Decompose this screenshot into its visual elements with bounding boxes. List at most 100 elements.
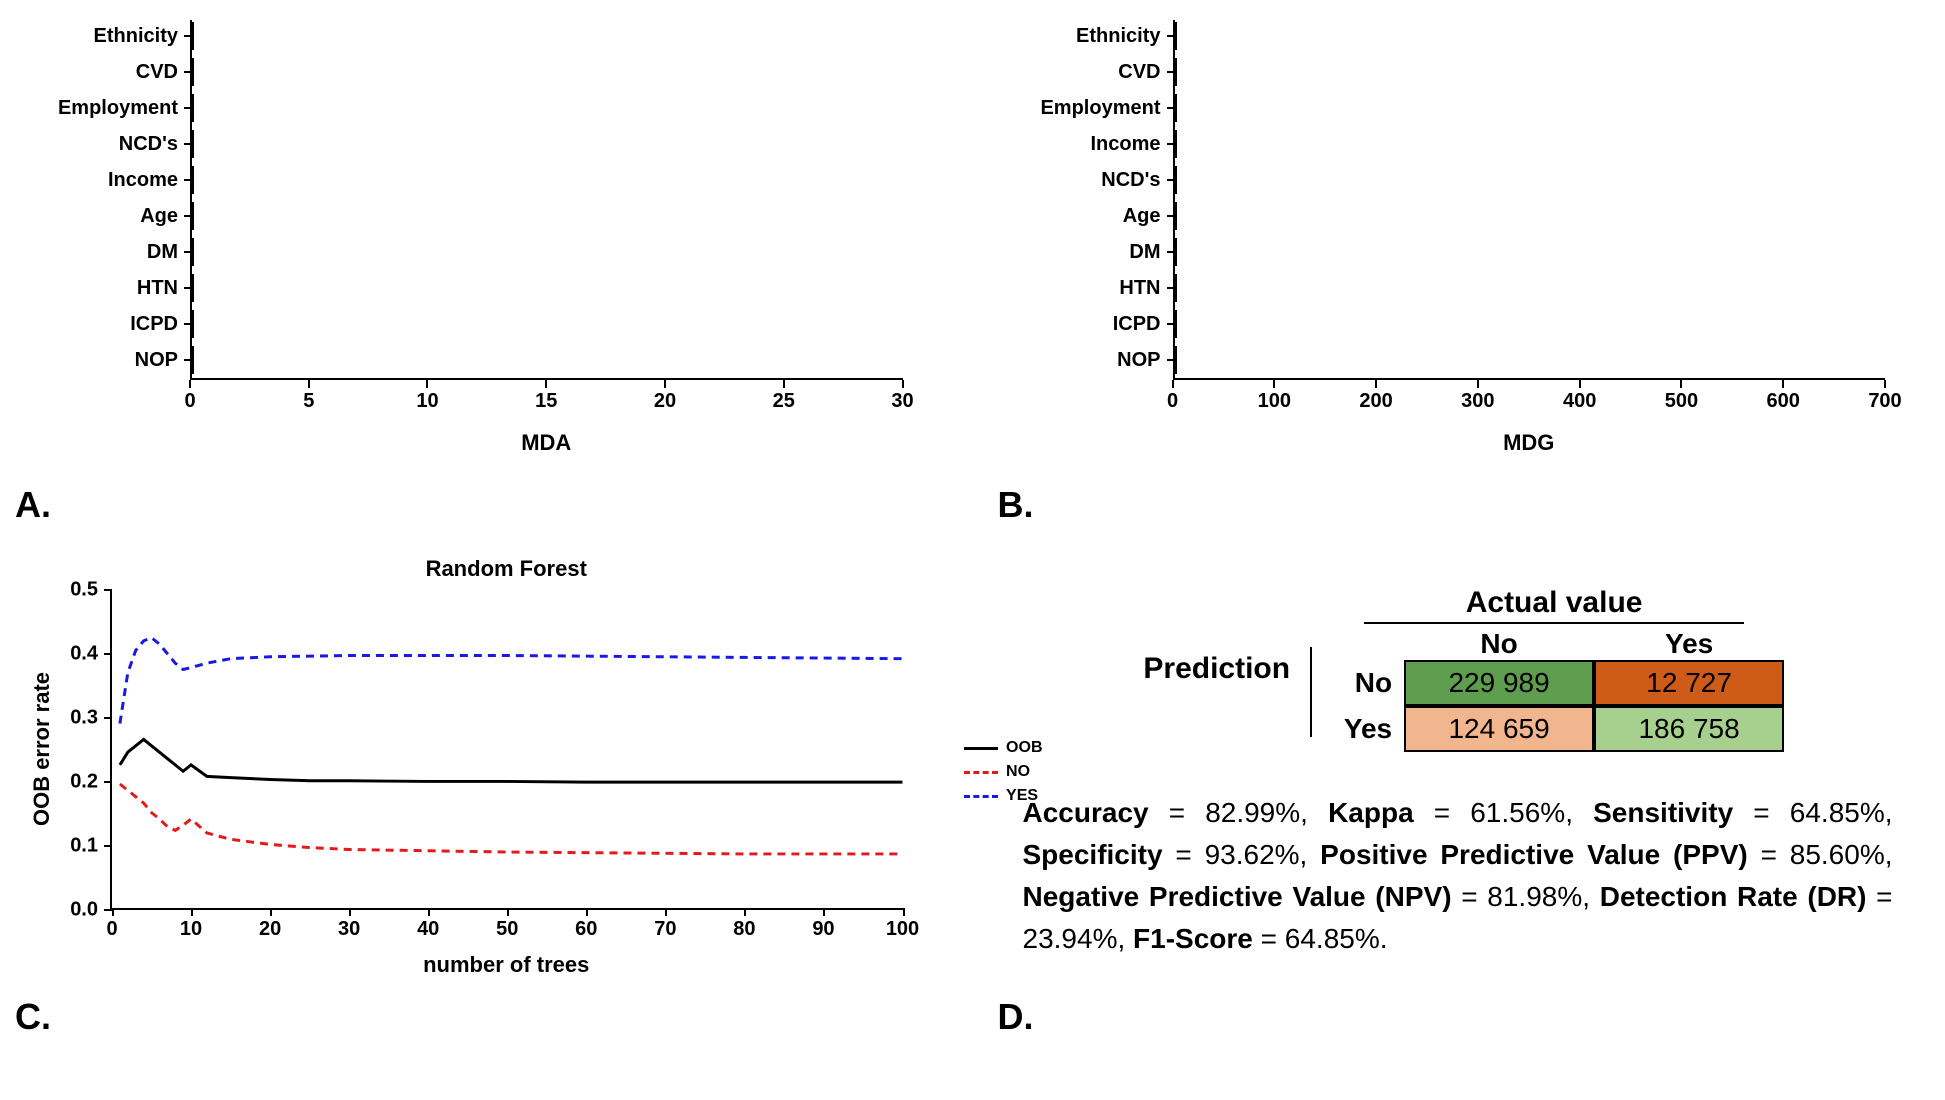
x-tick-label: 50 <box>496 908 518 941</box>
series-no <box>120 784 903 854</box>
x-tick-label: 40 <box>417 908 439 941</box>
bar <box>192 310 194 338</box>
bar-row: ICPD <box>1175 310 1177 338</box>
y-label: NCD's <box>119 133 192 156</box>
y-label: Income <box>108 169 192 192</box>
bar-row: Employment <box>192 94 194 122</box>
x-tick <box>664 380 666 388</box>
x-tick <box>1172 380 1174 388</box>
bar <box>192 94 194 122</box>
bar-row: NCD's <box>1175 166 1177 194</box>
x-tick-label: 300 <box>1461 390 1494 413</box>
y-label: ICPD <box>1113 313 1175 336</box>
panel-letter-d: D. <box>998 996 1034 1038</box>
x-tick-label: 0 <box>106 908 117 941</box>
y-tick-label: 0.4 <box>70 643 112 666</box>
bar <box>1175 310 1177 338</box>
y-tick-label: 0.5 <box>70 579 112 602</box>
bars-area-a: EthnicityCVDEmploymentNCD'sIncomeAgeDMHT… <box>190 20 903 380</box>
cell-tn: 229 989 <box>1404 660 1594 706</box>
bar-row: Income <box>192 166 194 194</box>
cell-tp: 186 758 <box>1594 706 1784 752</box>
bar-row: DM <box>192 238 194 266</box>
y-label: NCD's <box>1101 169 1174 192</box>
x-tick-label: 200 <box>1359 390 1392 413</box>
bar <box>192 130 194 158</box>
x-tick-label: 15 <box>535 390 557 413</box>
actual-title: Actual value <box>1324 586 1784 620</box>
bar <box>1175 166 1177 194</box>
bar <box>192 274 194 302</box>
legend-swatch <box>964 747 998 750</box>
bar-row: Employment <box>1175 94 1177 122</box>
x-tick <box>426 380 428 388</box>
panel-letter-b: B. <box>998 484 1034 526</box>
bar <box>192 346 194 374</box>
x-tick <box>189 380 191 388</box>
prediction-label: Prediction <box>1143 652 1298 686</box>
bar-row: ICPD <box>192 310 194 338</box>
x-tick-label: 700 <box>1868 390 1901 413</box>
x-tick-label: 80 <box>733 908 755 941</box>
y-tick-label: 0.2 <box>70 771 112 794</box>
y-label: Ethnicity <box>94 25 192 48</box>
bar-row: CVD <box>1175 58 1177 86</box>
x-tick-label: 10 <box>180 908 202 941</box>
series-yes <box>120 638 903 724</box>
y-label: Ethnicity <box>1076 25 1174 48</box>
legend-swatch <box>964 771 998 774</box>
cm-row-yes: Yes 124 659 186 758 <box>1324 706 1784 752</box>
panel-letter-a: A. <box>15 484 51 526</box>
bar <box>1175 274 1177 302</box>
x-tick-label: 5 <box>303 390 314 413</box>
bar-row: HTN <box>1175 274 1177 302</box>
x-tick-label: 0 <box>1167 390 1178 413</box>
cm-right: Actual value No Yes No 229 989 12 727 Ye… <box>1324 586 1784 752</box>
cm-row-no: No 229 989 12 727 <box>1324 660 1784 706</box>
x-tick-label: 25 <box>773 390 795 413</box>
col-head-no: No <box>1404 628 1594 660</box>
bar-row: NOP <box>192 346 194 374</box>
linechart-plot: OOB error rate OOBNOYES 0.00.10.20.30.40… <box>110 590 903 910</box>
y-label: CVD <box>1118 61 1174 84</box>
y-label: Income <box>1090 133 1174 156</box>
x-tick-label: 500 <box>1665 390 1698 413</box>
bar <box>1175 22 1177 50</box>
linechart-wrap: Random Forest OOB error rate OOBNOYES 0.… <box>20 556 943 1028</box>
y-tick-label: 0.1 <box>70 835 112 858</box>
cm-table: No Yes No 229 989 12 727 Yes 124 659 186… <box>1324 628 1784 752</box>
bar <box>1175 58 1177 86</box>
y-label: Age <box>1123 205 1175 228</box>
bar <box>1175 130 1177 158</box>
xaxis-title-b: MDG <box>1173 430 1886 456</box>
x-tick-label: 100 <box>886 908 919 941</box>
hline <box>1364 622 1744 624</box>
panel-b: EthnicityCVDEmploymentIncomeNCD'sAgeDMHT… <box>1003 20 1926 516</box>
linechart-svg <box>112 590 903 908</box>
col-head-yes: Yes <box>1594 628 1784 660</box>
series-oob <box>120 739 903 782</box>
x-tick-label: 30 <box>891 390 913 413</box>
x-axis-label: number of trees <box>110 952 903 978</box>
cell-fp: 12 727 <box>1594 660 1784 706</box>
confusion-matrix: Prediction Actual value No Yes No 229 98… <box>1023 586 1906 752</box>
linechart-title: Random Forest <box>110 556 903 582</box>
x-tick-label: 70 <box>654 908 676 941</box>
bar <box>192 22 194 50</box>
x-tick-label: 400 <box>1563 390 1596 413</box>
x-tick <box>1273 380 1275 388</box>
bar <box>192 166 194 194</box>
x-tick <box>1579 380 1581 388</box>
bar <box>1175 94 1177 122</box>
x-tick <box>308 380 310 388</box>
panel-letter-c: C. <box>15 996 51 1038</box>
row-head-yes: Yes <box>1324 713 1404 745</box>
y-label: Employment <box>58 97 192 120</box>
y-label: NOP <box>1117 349 1174 372</box>
bar-row: Ethnicity <box>192 22 194 50</box>
x-tick-label: 600 <box>1767 390 1800 413</box>
x-tick-label: 20 <box>654 390 676 413</box>
x-tick-label: 30 <box>338 908 360 941</box>
bar-row: NOP <box>1175 346 1177 374</box>
y-label: HTN <box>137 277 192 300</box>
